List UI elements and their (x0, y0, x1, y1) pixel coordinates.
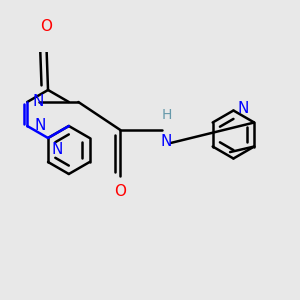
Text: O: O (40, 19, 52, 34)
Text: O: O (114, 184, 126, 199)
Text: N: N (237, 101, 248, 116)
Text: H: H (161, 108, 172, 122)
Text: N: N (35, 118, 46, 134)
Text: N: N (33, 94, 44, 110)
Text: N: N (161, 134, 172, 148)
Text: N: N (52, 142, 63, 157)
